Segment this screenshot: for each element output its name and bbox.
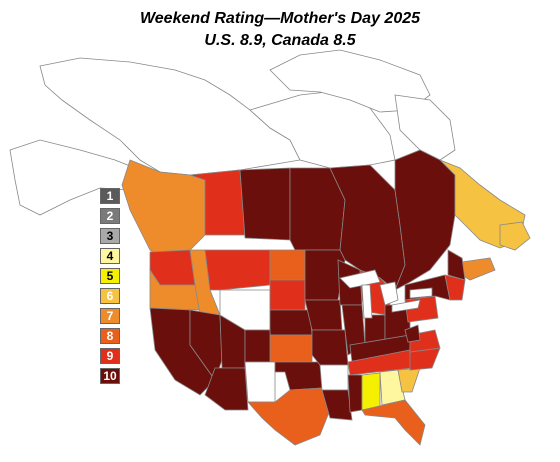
lake-michigan <box>361 284 373 319</box>
region-texas <box>247 387 331 446</box>
region-colorado <box>244 329 271 363</box>
legend-item: 10 <box>100 368 120 384</box>
legend-item: 1 <box>100 188 120 204</box>
legend-item: 2 <box>100 208 120 224</box>
lake-ontario <box>409 287 433 299</box>
region-oklahoma <box>274 361 323 391</box>
region-maine <box>447 249 466 281</box>
region-nova-scotia <box>461 257 496 281</box>
united-states <box>149 249 466 446</box>
region-baffin <box>394 94 456 161</box>
legend-swatch: 4 <box>100 248 120 264</box>
great-lakes <box>339 269 433 319</box>
legend-item: 7 <box>100 308 120 324</box>
legend-swatch: 5 <box>100 268 120 284</box>
eastern-canada <box>329 149 531 291</box>
legend-item: 5 <box>100 268 120 284</box>
region-kansas <box>269 334 313 363</box>
legend-item: 9 <box>100 348 120 364</box>
legend-swatch: 9 <box>100 348 120 364</box>
region-missouri <box>311 329 349 366</box>
map-title: Weekend Rating—Mother's Day 2025 <box>139 10 421 27</box>
lake-erie <box>391 299 421 313</box>
region-south-carolina <box>397 367 421 393</box>
region-nebraska <box>269 309 313 336</box>
region-louisiana <box>321 389 353 421</box>
region-newfoundland <box>499 221 531 251</box>
legend-swatch: 7 <box>100 308 120 324</box>
legend-swatch: 10 <box>100 368 120 384</box>
legend-swatch: 6 <box>100 288 120 304</box>
region-florida <box>361 399 426 446</box>
legend-swatch: 8 <box>100 328 120 344</box>
lake-huron <box>379 281 399 306</box>
region-arizona <box>204 367 249 411</box>
arctic-canada <box>9 49 456 216</box>
legend-item: 3 <box>100 228 120 244</box>
legend-item: 6 <box>100 288 120 304</box>
rating-legend: 1 2 3 4 5 6 7 8 9 10 <box>100 188 120 388</box>
region-north-dakota <box>269 249 306 281</box>
legend-item: 8 <box>100 328 120 344</box>
legend-swatch: 3 <box>100 228 120 244</box>
region-alabama <box>361 372 381 411</box>
lake-superior <box>339 269 381 289</box>
region-mississippi <box>347 374 363 413</box>
region-montana <box>204 249 271 291</box>
region-iowa <box>304 299 343 331</box>
legend-swatch: 2 <box>100 208 120 224</box>
region-arkansas <box>319 364 349 391</box>
legend-swatch: 1 <box>100 188 120 204</box>
region-south-dakota <box>269 279 306 311</box>
western-canada <box>121 159 346 263</box>
region-new-mexico <box>244 361 276 403</box>
region-west-virginia <box>404 324 421 343</box>
legend-item: 4 <box>100 248 120 264</box>
region-alberta <box>189 169 246 236</box>
region-saskatchewan <box>239 167 291 241</box>
map-subtitle: U.S. 8.9, Canada 8.5 <box>204 32 356 49</box>
region-quebec <box>394 149 456 291</box>
